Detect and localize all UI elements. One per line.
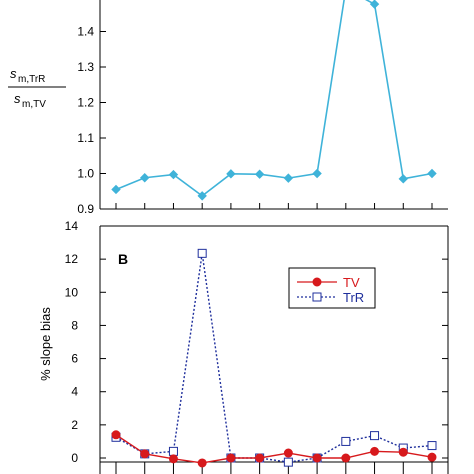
panel-b-y-label: % slope bias: [38, 307, 53, 381]
panel-a-y-tick-label: 1.2: [77, 96, 94, 110]
panel-b-y-ticks: 0 2 4 6 8 10 12 14: [65, 219, 448, 465]
panel-a-point: [140, 173, 150, 183]
panel-a-y-tick-label: 0.9: [77, 202, 94, 216]
panel-b-point-tv: [427, 452, 437, 462]
panel-b-series-line-trr: [115, 253, 433, 463]
y-label-denominator-main: s: [14, 91, 21, 106]
panel-a: 0.9 1.0 1.1 1.2 1.3 1.4 s m,TrR s m,TV: [8, 0, 448, 216]
panel-b-y-tick-label: 12: [65, 252, 79, 266]
panel-a-point: [312, 168, 322, 179]
legend-trr-label: TrR: [343, 290, 364, 305]
panel-b-point-trr: [283, 457, 293, 467]
legend-box: [288, 267, 376, 309]
panel-b-point-tv: [140, 449, 150, 459]
panel-a-point: [283, 173, 294, 183]
panel-b-y-tick-label: 8: [71, 318, 78, 332]
panel-b-point-trr: [370, 431, 380, 441]
panel-b-y-tick-label: 2: [71, 418, 78, 432]
panel-a-point: [254, 169, 265, 179]
panel-b-point-tv: [226, 453, 236, 463]
panel-b-point-tv: [341, 453, 351, 463]
panel-b-point-tv: [398, 447, 408, 457]
panel-a-series-line: [115, 0, 433, 197]
panel-a-y-tick-label: 1.1: [77, 131, 94, 145]
y-label-numerator-sub: m,TrR: [18, 74, 45, 85]
panel-b-point-tv: [312, 453, 322, 463]
panel-a-point: [369, 0, 380, 9]
panel-a-point: [168, 169, 179, 180]
panel-b-series-line-tv: [115, 434, 433, 464]
panel-a-point: [398, 174, 408, 184]
panel-b-y-tick-label: 10: [65, 285, 79, 299]
panel-b-point-tv: [370, 446, 380, 456]
panel-b-series: [111, 248, 437, 468]
panel-b-point-trr: [341, 436, 351, 446]
panel-a-x-ticks: [115, 203, 433, 209]
panel-b-point-tv: [168, 454, 178, 464]
panel-b-point-trr: [427, 441, 437, 451]
panel-a-point: [111, 184, 121, 195]
panel-b-point-trr: [168, 446, 178, 456]
panel-b-point-tv: [255, 453, 265, 463]
legend: TV TrR: [288, 267, 376, 309]
panel-b-letter: B: [118, 251, 128, 267]
panel-b: 0 2 4 6 8 10 12 14 B % slope bias TV TrR: [38, 219, 449, 474]
legend-tv-marker: [312, 277, 322, 287]
panel-b-point-tv: [283, 448, 293, 458]
panel-b-point-tv: [197, 458, 207, 468]
panel-a-y-ticks: 0.9 1.0 1.1 1.2 1.3 1.4: [77, 25, 106, 216]
panel-a-series: [111, 0, 437, 201]
panel-b-y-tick-label: 6: [71, 352, 78, 366]
legend-tv-label: TV: [343, 275, 360, 290]
panel-a-y-label: s m,TrR s m,TV: [8, 66, 66, 110]
panel-a-y-tick-label: 1.0: [77, 167, 94, 181]
y-label-denominator-sub: m,TV: [22, 99, 46, 110]
panel-b-point-tv: [111, 430, 121, 440]
panel-b-y-tick-label: 14: [65, 219, 79, 233]
panel-a-point: [427, 168, 437, 179]
panel-b-y-tick-label: 4: [71, 385, 78, 399]
panel-b-y-tick-label: 0: [71, 451, 78, 465]
panel-b-point-trr: [197, 248, 207, 258]
panel-a-y-tick-label: 1.4: [77, 25, 94, 39]
y-label-numerator-main: s: [10, 66, 17, 81]
panel-a-point: [197, 191, 207, 201]
panel-a-point: [226, 169, 236, 179]
panel-a-y-tick-label: 1.3: [77, 60, 94, 74]
panel-b-x-ticks: [115, 462, 433, 474]
legend-trr-marker: [312, 292, 322, 302]
